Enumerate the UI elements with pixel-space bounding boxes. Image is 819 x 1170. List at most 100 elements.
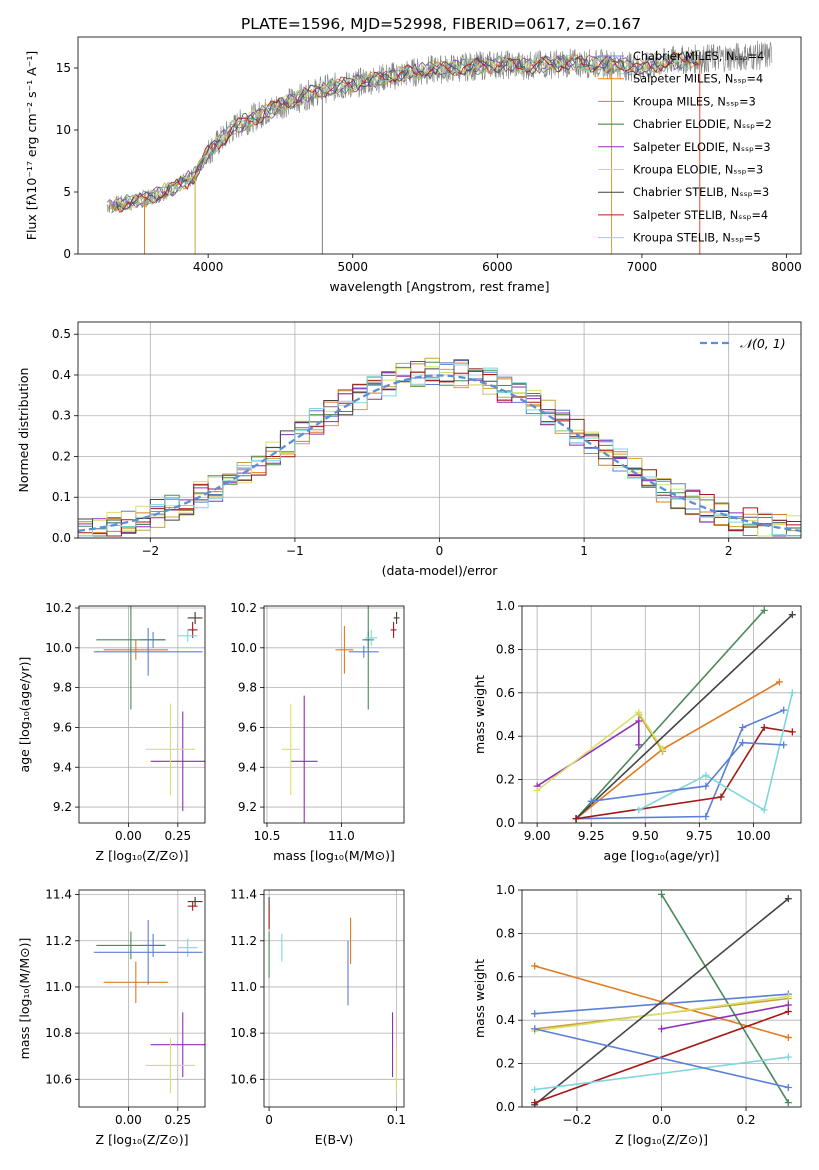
axes-frame <box>263 605 405 824</box>
data-point-errorbar <box>187 901 198 911</box>
chart-mass-vs-EBV: 0 0.1 10.6 10.8 11.0 11.2 11.4 E(B-V) <box>230 888 406 1147</box>
y-tick-label: 0.4 <box>496 1013 515 1027</box>
y-tick-label: 10.6 <box>230 1072 257 1086</box>
mass-weight-marker <box>775 678 783 686</box>
mass-weight-marker <box>760 806 768 814</box>
mass-weight-marker <box>780 741 788 749</box>
y-tick-label: 9.6 <box>238 720 257 734</box>
legend-entry: Salpeter STELIB, Nₛₛₚ=4 <box>633 209 768 222</box>
mass-weight-series-line <box>575 609 765 820</box>
y-tick-label: 11.4 <box>230 888 257 902</box>
axes-frame <box>78 605 206 824</box>
mass-weight-marker <box>784 1034 792 1042</box>
x-tick-label: 9.25 <box>578 829 605 843</box>
data-layer <box>531 890 792 1107</box>
y-tick-label: 10.0 <box>45 641 72 655</box>
y-tick-label: 0.4 <box>496 729 515 743</box>
mass-weight-series-line <box>638 714 664 752</box>
y-tick-label: 15 <box>56 61 71 75</box>
mass-weight-marker <box>635 708 643 716</box>
y-axis-label: Flux [fλ10⁻¹⁷ erg cm⁻² s⁻¹ A⁻¹] <box>24 51 39 240</box>
data-point-errorbar <box>281 703 300 796</box>
y-tick-label: 9.8 <box>238 681 257 695</box>
model-spectrum-line <box>118 53 700 209</box>
mass-weight-series-line <box>575 614 793 820</box>
y-tick-label: 10.2 <box>45 601 72 615</box>
data-point-errorbar <box>145 1037 196 1094</box>
data-layer <box>268 896 397 1094</box>
axes-frame <box>521 605 802 824</box>
chart-weight-vs-Z: −0.2 0.0 0.2 0.0 0.2 0.4 0.6 0.8 1.0 Z [log₁₀(Z/Z… <box>472 883 802 1147</box>
figure-title: PLATE=1596, MJD=52998, FIBERID=0617, z=0… <box>241 15 641 33</box>
mass-weight-marker <box>658 1025 665 1033</box>
mass-weight-marker <box>702 812 710 820</box>
x-axis-label: Z [log₁₀(Z/Z⊙)] <box>96 1132 189 1147</box>
x-tick-label: −2 <box>141 544 159 558</box>
mass-weight-series-line <box>536 719 640 787</box>
mass-weight-marker <box>533 786 541 794</box>
y-tick-label: 10.2 <box>230 601 257 615</box>
legend-entry: Chabrier STELIB, Nₛₛₚ=3 <box>633 186 769 199</box>
mass-weight-marker <box>784 895 792 903</box>
y-tick-label: 11.0 <box>45 980 72 994</box>
mass-weight-marker <box>717 793 725 801</box>
chart-residuals: 𝒩(0, 1) −2 −1 0 1 2 0.0 0.1 0.2 0.3 0.4 0.5 (data-mo… <box>16 321 802 578</box>
y-tick-label: 10.6 <box>45 1072 72 1086</box>
y-tick-label: 0.5 <box>52 327 71 341</box>
y-tick-label: 10.8 <box>230 1026 257 1040</box>
data-layer <box>93 896 205 1094</box>
legend-entry: Salpeter MILES, Nₛₛₚ=4 <box>633 73 763 86</box>
x-tick-label: 9.50 <box>632 829 659 843</box>
mass-weight-marker <box>784 1001 792 1009</box>
x-axis-label: Z [log₁₀(Z/Z⊙)] <box>96 848 189 863</box>
legend: Chabrier MILES, Nₛₛₚ=4 Salpeter MILES, Nₛ… <box>598 50 772 245</box>
mass-weight-marker <box>659 745 667 753</box>
y-axis-label: mass weight <box>472 675 487 754</box>
model-spectrum-line <box>116 51 698 213</box>
legend-entry: Kroupa MILES, Nₛₛₚ=3 <box>633 95 756 108</box>
x-axis-label: wavelength [Angstrom, rest frame] <box>329 279 549 294</box>
mass-weight-series-line <box>534 898 789 1106</box>
y-tick-label: 9.2 <box>238 800 257 814</box>
y-tick-label: 0.8 <box>496 642 515 656</box>
mass-weight-marker <box>784 1008 792 1016</box>
data-point-errorbar <box>365 629 378 646</box>
y-tick-label: 10.0 <box>230 641 257 655</box>
mass-weight-series-line <box>576 709 785 820</box>
mass-weight-marker <box>788 728 796 736</box>
mass-weight-series-line <box>575 726 793 820</box>
residual-histogram-step <box>78 362 801 537</box>
y-tick-label: 9.4 <box>53 760 72 774</box>
mass-weight-marker <box>739 724 747 732</box>
data-layer <box>533 606 796 823</box>
mass-weight-marker <box>784 1099 792 1107</box>
x-axis-label: mass [log₁₀(M/M⊙)] <box>273 848 395 863</box>
x-tick-label: 10.5 <box>254 829 281 843</box>
data-point-errorbar <box>103 961 168 1004</box>
legend-entry: 𝒩(0, 1) <box>740 336 786 351</box>
x-tick-label: 0.00 <box>115 1113 142 1127</box>
data-point-errorbar <box>93 920 203 985</box>
x-tick-label: 0.25 <box>164 1113 191 1127</box>
x-tick-label: 0.2 <box>736 1113 755 1127</box>
y-tick-label: 0.0 <box>52 531 71 545</box>
y-tick-label: 10.8 <box>45 1026 72 1040</box>
y-tick-label: 9.2 <box>53 800 72 814</box>
y-tick-label: 9.6 <box>53 720 72 734</box>
data-point-errorbar <box>177 629 198 642</box>
y-tick-label: 0.1 <box>52 490 71 504</box>
mass-weight-marker <box>702 771 710 779</box>
data-point-errorbar <box>150 711 205 812</box>
mass-weight-series-line <box>638 692 794 812</box>
mass-weight-marker <box>784 1053 792 1061</box>
model-spectrum-line <box>115 51 699 210</box>
legend-entry: Kroupa STELIB, Nₛₛₚ=5 <box>633 232 761 245</box>
chart-spectrum: Chabrier MILES, Nₛₛₚ=4 Salpeter MILES, Nₛ… <box>24 36 802 294</box>
y-tick-label: 0.6 <box>496 686 515 700</box>
mass-weight-marker <box>702 782 710 790</box>
mass-weight-series-line <box>575 681 780 820</box>
mass-weight-series-line <box>534 995 789 1032</box>
y-tick-label: 0.3 <box>52 409 71 423</box>
data-point-errorbar <box>177 938 198 957</box>
